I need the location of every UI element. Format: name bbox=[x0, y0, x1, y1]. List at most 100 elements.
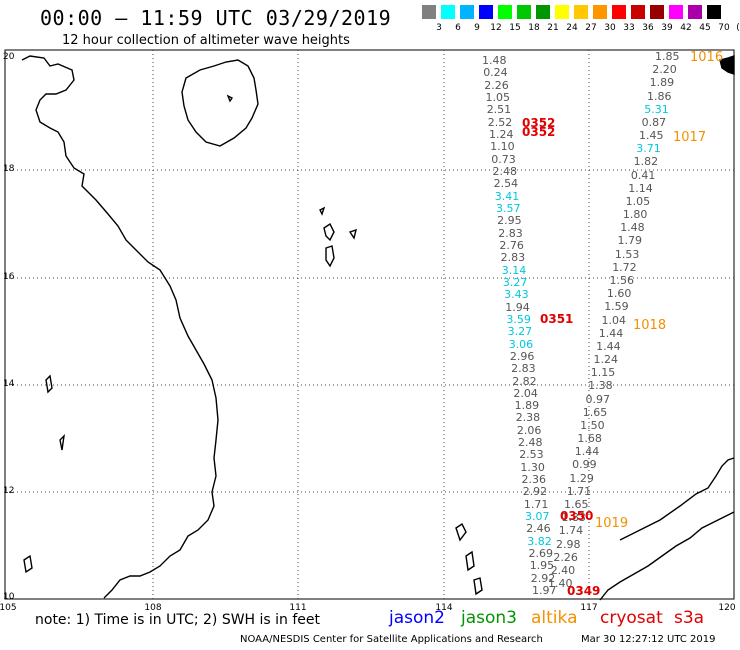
wave-height-value: 1.97 bbox=[532, 584, 557, 597]
wave-height-value: 2.83 bbox=[511, 362, 536, 376]
color-scale-label: 30 bbox=[604, 23, 616, 33]
wave-height-value: 2.69 bbox=[528, 547, 554, 560]
wave-height-value: 2.53 bbox=[519, 448, 544, 462]
color-scale-label: 24 bbox=[566, 23, 578, 33]
wave-height-value: 1.79 bbox=[617, 234, 643, 248]
color-swatch bbox=[517, 5, 531, 19]
pass-label: 0352 bbox=[522, 116, 556, 130]
legend-cryosat: cryosat bbox=[600, 608, 663, 628]
color-swatch bbox=[460, 5, 474, 19]
legend-s3a: s3a bbox=[674, 608, 705, 628]
color-scale-label: 9 bbox=[474, 23, 480, 33]
wave-height-value: 1.30 bbox=[520, 460, 545, 474]
wave-height-value: 1.74 bbox=[558, 524, 584, 538]
color-swatch bbox=[688, 5, 702, 19]
wave-height-value: 1.44 bbox=[598, 326, 624, 340]
wave-height-value: 3.14 bbox=[501, 263, 527, 277]
wave-height-value: 5.31 bbox=[644, 102, 669, 116]
color-swatch bbox=[536, 5, 550, 19]
lon-label-111: 111 bbox=[289, 603, 307, 613]
lat-label-20: 20 bbox=[3, 52, 15, 62]
color-swatch bbox=[631, 5, 645, 19]
wave-height-value: 2.82 bbox=[512, 374, 537, 388]
page-subtitle: 12 hour collection of altimeter wave hei… bbox=[62, 33, 350, 48]
wave-height-value: 3.06 bbox=[508, 337, 534, 351]
wave-height-value: 3.82 bbox=[527, 534, 552, 548]
color-scale-label: 3 bbox=[436, 23, 442, 33]
legend-jason3: jason3 bbox=[461, 608, 517, 628]
wave-height-value: 0.99 bbox=[572, 458, 597, 472]
color-scale-label: 39 bbox=[661, 23, 673, 33]
lat-label-14: 14 bbox=[3, 379, 15, 389]
wave-height-value: 2.46 bbox=[526, 522, 551, 536]
color-swatch bbox=[555, 5, 569, 19]
wave-height-value: 1.48 bbox=[482, 54, 507, 67]
color-swatch bbox=[498, 5, 512, 19]
lat-label-16: 16 bbox=[3, 272, 15, 282]
wave-height-value: 1.83 bbox=[561, 511, 586, 525]
wave-height-value: 0.41 bbox=[630, 168, 656, 182]
wave-height-value: 1.80 bbox=[622, 208, 648, 222]
credit-line: NOAA/NESDIS Center for Satellite Applica… bbox=[240, 634, 543, 645]
wave-height-value: 2.36 bbox=[521, 473, 547, 487]
orbit-label: 1017 bbox=[673, 130, 707, 145]
graticule bbox=[5, 50, 734, 599]
lon-label-120: 120 bbox=[718, 603, 736, 613]
wave-height-value: 1.15 bbox=[590, 366, 616, 380]
legend-altika: altika bbox=[531, 608, 578, 628]
lon-label-117: 117 bbox=[580, 603, 598, 613]
wave-height-value: 0.87 bbox=[641, 115, 667, 129]
wave-height-value: 2.52 bbox=[487, 115, 513, 129]
lat-label-18: 18 bbox=[3, 164, 15, 174]
color-scale-label: 15 bbox=[509, 23, 521, 33]
color-swatch bbox=[707, 5, 721, 19]
map-frame bbox=[4, 49, 735, 600]
wave-height-value: 1.24 bbox=[489, 128, 514, 141]
wave-height-value: 1.44 bbox=[574, 445, 600, 459]
color-scale-label: 70 bbox=[718, 23, 730, 33]
wave-height-value: 2.40 bbox=[550, 563, 576, 577]
wave-height-value: 2.83 bbox=[500, 251, 526, 265]
color-swatch bbox=[574, 5, 588, 19]
wave-height-value: 1.50 bbox=[580, 418, 605, 432]
wave-height-value: 1.38 bbox=[588, 379, 613, 393]
wave-height-value: 1.53 bbox=[614, 247, 640, 261]
wave-height-value: 1.10 bbox=[490, 140, 515, 154]
wave-height-value: 2.48 bbox=[492, 164, 518, 178]
page-title: 00:00 – 11:59 UTC 03/29/2019 bbox=[40, 6, 392, 30]
wave-height-value: 1.05 bbox=[485, 91, 511, 104]
wave-height-value: 3.59 bbox=[506, 312, 531, 326]
pass-label: 0351 bbox=[540, 312, 574, 326]
wave-height-value: 2.54 bbox=[493, 177, 519, 191]
generation-timestamp: Mar 30 12:27:12 UTC 2019 bbox=[581, 634, 716, 645]
wave-height-value: 1.14 bbox=[628, 181, 653, 195]
wave-height-value: 0.73 bbox=[491, 152, 516, 166]
wave-height-value: 1.05 bbox=[625, 194, 651, 208]
lon-label-108: 108 bbox=[144, 603, 162, 613]
wave-height-value: 1.89 bbox=[649, 76, 675, 90]
coastline bbox=[21, 55, 735, 601]
wave-height-value: 2.92 bbox=[522, 485, 548, 499]
wave-height-value: 2.76 bbox=[499, 238, 524, 252]
wave-height-value: 1.48 bbox=[620, 221, 645, 235]
pass-label: 0352 bbox=[522, 125, 556, 139]
wave-height-value: 3.41 bbox=[494, 189, 520, 203]
wave-height-value: 2.51 bbox=[486, 103, 512, 117]
wave-height-value: 2.95 bbox=[497, 214, 522, 228]
color-swatch bbox=[441, 5, 455, 19]
footer-note: note: 1) Time is in UTC; 2) SWH is in fe… bbox=[35, 612, 321, 628]
color-swatch bbox=[593, 5, 607, 19]
wave-height-value: 1.95 bbox=[529, 559, 555, 573]
wave-height-value: 2.83 bbox=[498, 226, 523, 240]
wave-height-value: 2.96 bbox=[509, 349, 535, 363]
wave-height-value: 1.24 bbox=[593, 353, 619, 366]
orbit-label: 1018 bbox=[633, 318, 667, 333]
wave-height-value: 1.94 bbox=[505, 300, 530, 314]
lat-label-10: 10 bbox=[3, 592, 15, 602]
wave-height-value: 1.40 bbox=[548, 577, 573, 590]
color-scale-label: 42 bbox=[680, 23, 692, 33]
color-swatch bbox=[422, 5, 436, 19]
wave-height-value: 1.44 bbox=[596, 339, 621, 353]
wave-height-value: 0.97 bbox=[585, 392, 611, 406]
wave-height-value: 3.71 bbox=[636, 142, 661, 156]
